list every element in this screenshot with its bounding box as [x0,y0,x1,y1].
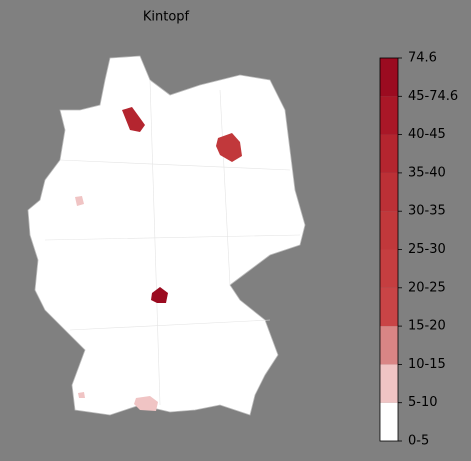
region [134,396,158,411]
colorbar-segment [380,96,398,135]
region-borders [44,79,301,406]
colorbar-label: 40-45 [408,127,446,142]
colorbar-label: 0-5 [408,434,429,449]
colorbar-segment [380,402,398,441]
colorbar-label: 10-15 [408,357,446,372]
region [151,287,168,303]
region [122,107,145,132]
colorbar-segment [380,211,398,250]
colorbar-segment [380,287,398,327]
colorbar-label: 35-40 [408,165,446,180]
colorbar-segment [380,172,398,212]
region [78,392,85,398]
colorbar-label: 5-10 [408,395,438,410]
colorbar-segment [380,134,398,173]
colorbar-segment [380,249,398,288]
region [75,196,84,206]
colorbar-label: 20-25 [408,280,446,295]
region [216,133,242,162]
colorbar-segment [380,58,398,97]
germany-map [27,55,306,416]
colorbar-segment [380,326,398,365]
colorbar-segment [380,364,398,403]
colorbar: 0-5 5-10 10-15 15-20 20-25 25-30 30-35 35-40 40-… [379,51,458,449]
colorbar-label: 45-74.6 [408,89,458,104]
map-title: Kintopf [143,10,190,25]
colorbar-label: 25-30 [408,242,446,257]
colorbar-label: 30-35 [408,204,446,219]
colorbar-label: 15-20 [408,319,446,334]
colorbar-label: 74.6 [408,51,437,66]
